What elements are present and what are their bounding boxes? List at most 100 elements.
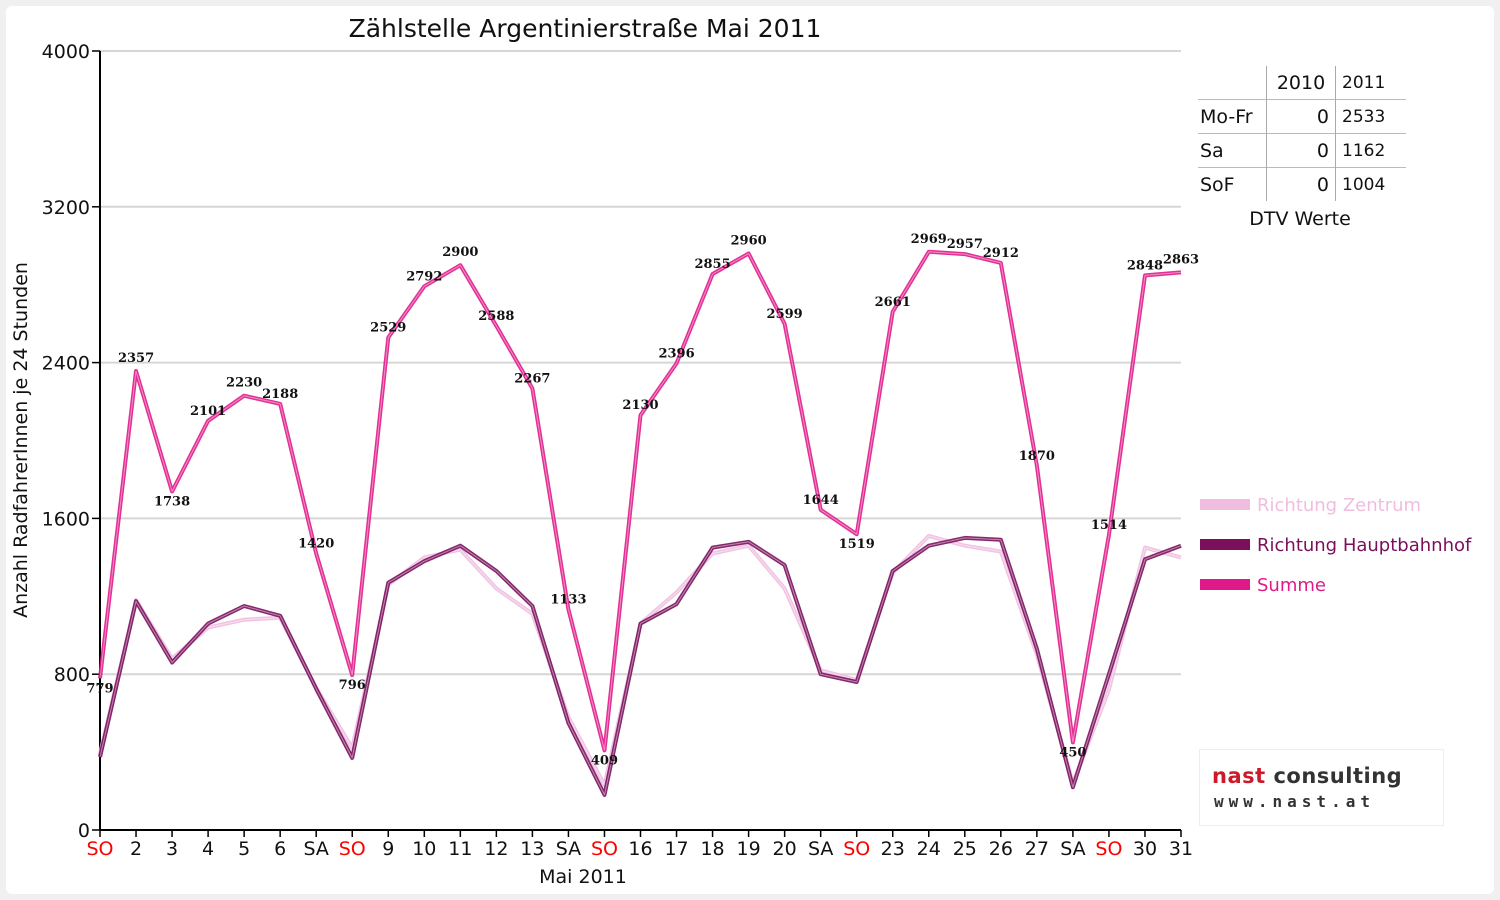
series-line-highlight-0 [99,535,1182,786]
legend-swatch [1200,499,1250,510]
x-tick-label: 3 [166,838,178,860]
data-label: 1133 [550,592,586,607]
x-tick-label: SA [556,838,581,860]
y-tick-label: 4000 [42,41,90,63]
x-tick-label: 11 [448,838,472,860]
series-line-0 [98,533,1182,788]
chart-title: Zählstelle Argentinierstraße Mai 2011 [349,14,822,43]
data-label: 1420 [298,536,334,551]
data-label: 1519 [839,537,875,552]
data-label: 2588 [478,309,514,324]
dtv-header-empty [1198,66,1267,100]
x-tick-label: 19 [737,838,761,860]
dtv-header-2011: 2011 [1335,66,1406,100]
data-label: 1644 [803,493,839,508]
dtv-row-2011: 1004 [1335,167,1406,201]
dtv-row-label: SoF [1198,167,1267,201]
data-label: 2855 [694,257,730,272]
nast-consulting-logo: nast consulting www.nast.at [1200,750,1443,825]
dtv-row-2010: 0 [1266,167,1336,201]
dtv-row-2011: 1162 [1335,133,1406,168]
x-tick-label: 27 [1025,838,1049,860]
logo-url: www.nast.at [1214,792,1375,811]
data-label: 2357 [118,351,154,366]
data-label: 1738 [154,495,190,510]
data-label: 2969 [911,232,947,247]
data-label: 2599 [767,307,803,322]
dtv-header-2010: 2010 [1266,66,1336,100]
series-line-2 [98,249,1182,753]
data-label: 779 [86,681,113,696]
data-label: 2900 [442,245,478,260]
dtv-row-2010: 0 [1266,133,1336,168]
legend-label: Richtung Hauptbahnhof [1257,535,1472,556]
data-label: 450 [1059,745,1086,760]
data-label: 2267 [514,372,550,387]
x-tick-label: SA [303,838,328,860]
x-tick-label: 31 [1169,838,1193,860]
x-tick-label: 25 [953,838,977,860]
y-tick-label: 800 [54,664,90,686]
x-tick-label: 12 [484,838,508,860]
dtv-header-row: 2010 2011 [1198,66,1406,100]
logo-brand: nast consulting [1212,764,1402,788]
x-tick-label: 5 [238,838,250,860]
data-label: 796 [339,678,366,693]
data-label: 2396 [658,346,694,361]
legend-label: Richtung Zentrum [1257,495,1421,516]
data-label: 2188 [262,387,298,402]
y-tick-label: 1600 [42,508,90,530]
x-tick-label: 4 [202,838,214,860]
dtv-row-label: Mo-Fr [1198,99,1267,134]
dtv-row-mofr: Mo-Fr 0 2533 [1198,99,1406,134]
data-label: 2529 [370,320,406,335]
x-tick-label: SO [591,838,618,860]
x-tick-label: 6 [274,838,286,860]
x-axis-label: Mai 2011 [539,866,627,888]
x-tick-label: SA [808,838,833,860]
dtv-row-sof: SoF 0 1004 [1198,167,1406,201]
data-label: 2960 [731,234,767,249]
data-label: 2130 [622,398,658,413]
dtv-row-2010: 0 [1266,99,1336,134]
series-line-highlight-2 [99,251,1182,751]
data-label: 2863 [1163,252,1199,267]
legend-swatch [1200,539,1250,550]
x-tick-label: 18 [700,838,724,860]
data-label: 2101 [190,404,226,419]
y-axis-label: Anzahl RadfahrerInnen je 24 Stunden [10,262,32,618]
data-label: 2792 [406,269,442,284]
x-tick-label: SO [843,838,870,860]
dtv-row-2011: 2533 [1335,99,1406,134]
y-tick-label: 2400 [42,353,90,375]
legend-label: Summe [1257,575,1326,596]
dtv-row-label: Sa [1198,133,1267,168]
data-label: 1514 [1091,518,1127,533]
x-tick-label: SO [1095,838,1122,860]
legend-swatch [1200,579,1250,590]
x-tick-label: SO [339,838,366,860]
x-tick-label: 23 [881,838,905,860]
dtv-row-sa: Sa 0 1162 [1198,133,1406,168]
dtv-table: 2010 2011 Mo-Fr 0 2533 Sa 0 1162 SoF 0 1… [1198,66,1406,201]
x-tick-label: 2 [130,838,142,860]
x-tick-label: 17 [664,838,688,860]
series-line-1 [98,535,1182,797]
x-tick-label: 20 [773,838,797,860]
logo-brand-part1: nast [1212,764,1266,788]
x-tick-label: 9 [382,838,394,860]
x-tick-label: 30 [1133,838,1157,860]
x-tick-label: 13 [520,838,544,860]
x-tick-label: 24 [917,838,941,860]
x-tick-label: SO [86,838,113,860]
data-label: 2957 [947,237,983,252]
dtv-caption: DTV Werte [1249,208,1351,230]
data-label: 2230 [226,376,262,391]
x-tick-label: 10 [412,838,436,860]
data-label: 1870 [1019,449,1055,464]
x-tick-label: 16 [628,838,652,860]
data-label: 409 [591,753,618,768]
logo-brand-part2: consulting [1265,764,1403,788]
y-tick-label: 3200 [42,197,90,219]
